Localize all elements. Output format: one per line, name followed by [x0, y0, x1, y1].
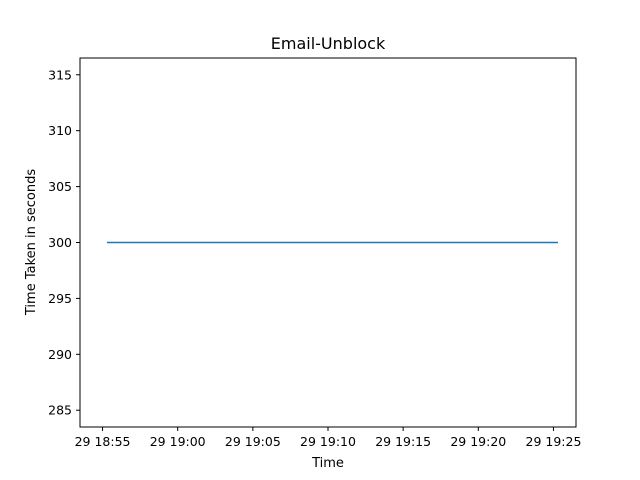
y-axis: 285 290 295 300 305 310 315 [48, 67, 80, 418]
x-tick-label: 29 19:05 [225, 434, 281, 449]
x-tick-label: 29 19:15 [375, 434, 431, 449]
x-axis-label: Time [311, 456, 344, 471]
x-tick-label: 29 19:20 [450, 434, 506, 449]
x-tick-label: 29 19:00 [150, 434, 206, 449]
x-tick-label: 29 18:55 [75, 434, 131, 449]
x-tick-label: 29 19:25 [526, 434, 582, 449]
y-tick-label: 300 [48, 235, 72, 250]
y-axis-label: Time Taken in seconds [24, 169, 39, 316]
y-tick-label: 310 [48, 123, 72, 138]
y-tick-label: 295 [48, 291, 72, 306]
x-tick-label: 29 19:10 [300, 434, 356, 449]
y-tick-label: 305 [48, 179, 72, 194]
y-tick-label: 285 [48, 403, 72, 418]
y-tick-label: 290 [48, 347, 72, 362]
x-axis: 29 18:55 29 19:00 29 19:05 29 19:10 29 19:15… [75, 427, 582, 449]
y-tick-label: 315 [48, 67, 72, 82]
chart-title: Email-Unblock [271, 34, 386, 53]
